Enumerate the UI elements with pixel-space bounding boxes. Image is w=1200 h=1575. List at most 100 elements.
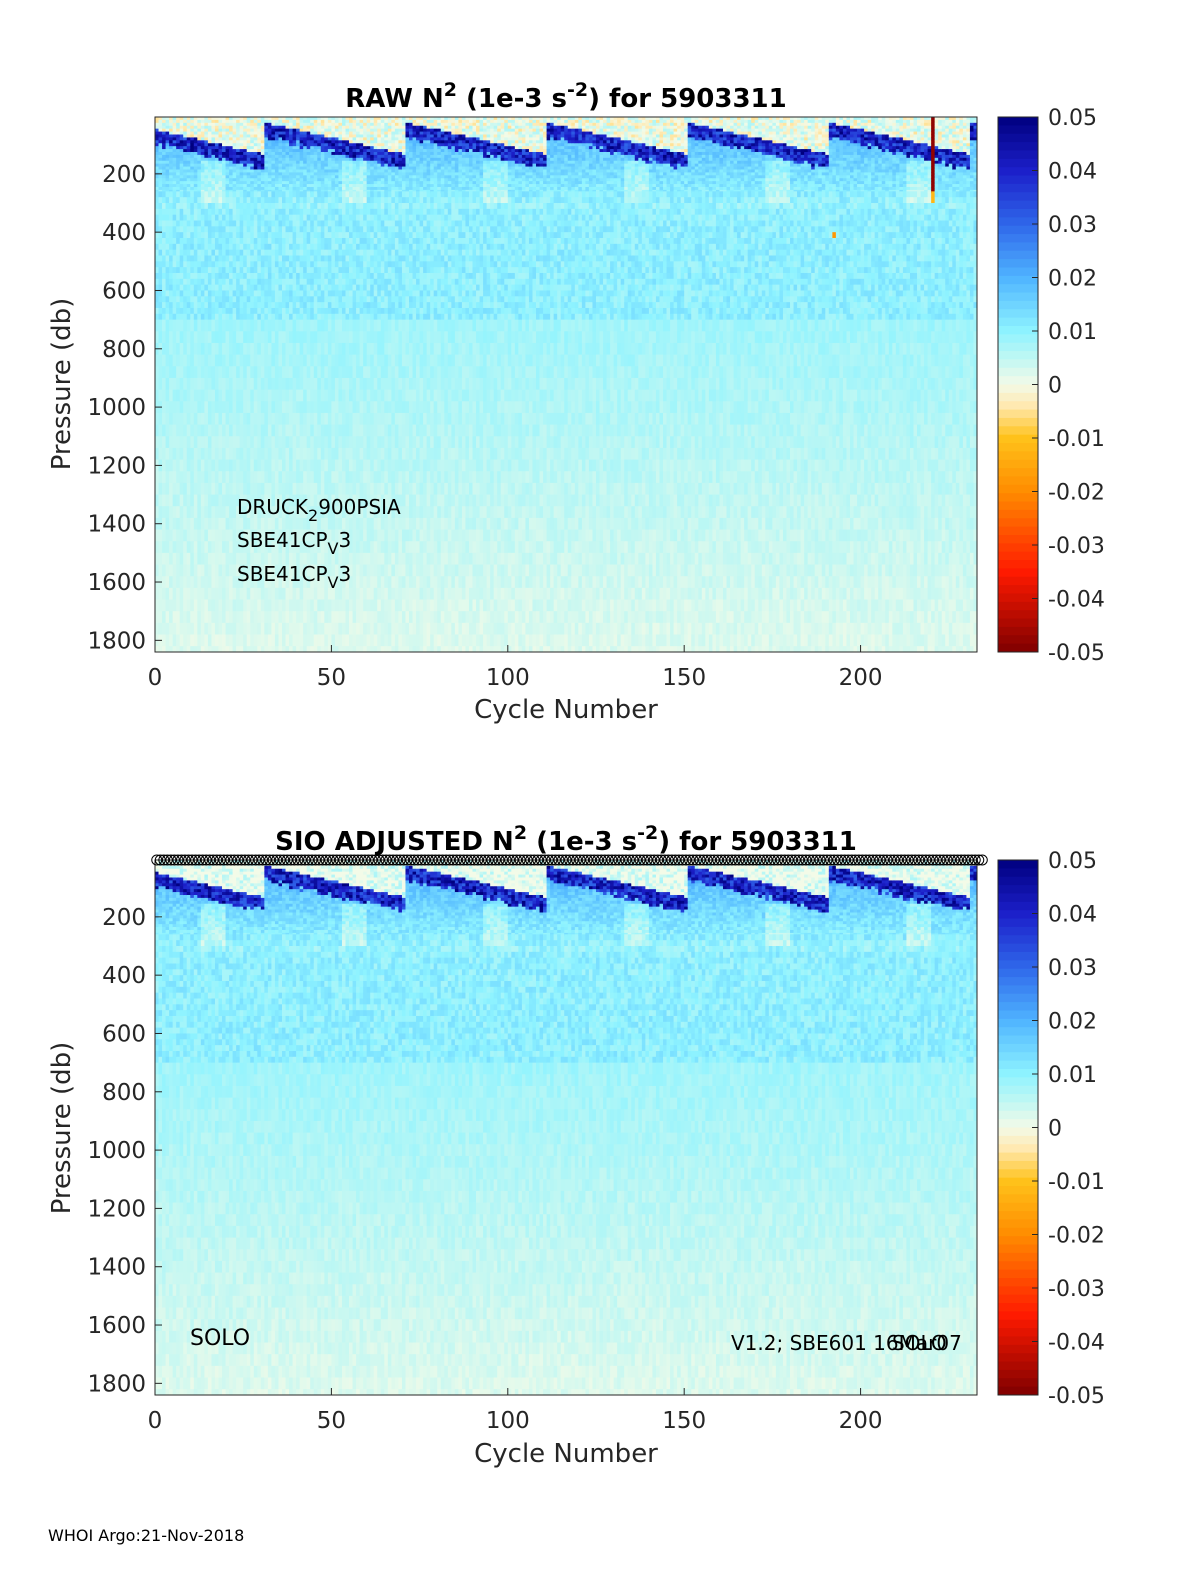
heatmap-cell (218, 119, 223, 124)
heatmap-cell (183, 243, 188, 251)
heatmap-cell (359, 290, 364, 297)
heatmap-cell (296, 232, 301, 239)
heatmap-cell (324, 599, 329, 612)
heatmap-cell (232, 175, 237, 179)
heatmap-cell (260, 529, 265, 542)
heatmap-cell (303, 154, 308, 159)
heatmap-cell (359, 261, 364, 268)
heatmap-cell (380, 506, 385, 519)
heatmap-cell (349, 184, 353, 188)
heatmap-cell (176, 284, 181, 291)
heatmap-cell (193, 151, 198, 156)
heatmap-cell (218, 175, 223, 179)
heatmap-cell (176, 587, 181, 600)
heatmap-cell (186, 646, 191, 653)
heatmap-cell (282, 541, 286, 554)
heatmap-cell (158, 140, 163, 144)
heatmap-cell (155, 255, 159, 262)
heatmap-cell (211, 146, 216, 150)
heatmap-cell (264, 237, 269, 245)
heatmap-cell (289, 506, 293, 519)
heatmap-cell (310, 128, 315, 132)
heatmap-cell (229, 151, 234, 156)
heatmap-cell (373, 208, 378, 216)
heatmap-cell (320, 646, 325, 653)
heatmap-cell (155, 175, 159, 179)
heatmap-cell (172, 154, 177, 159)
heatmap-cell (165, 237, 170, 245)
heatmap-cell (214, 181, 219, 185)
heatmap-cell (186, 232, 191, 239)
heatmap-cell (377, 143, 382, 147)
heatmap-cell (274, 117, 279, 121)
heatmap-cell (299, 157, 304, 162)
heatmap-cell (222, 203, 226, 210)
heatmap-cell (264, 166, 269, 170)
heatmap-cell (310, 366, 315, 379)
heatmap-cell (176, 377, 181, 390)
heatmap-cell (377, 599, 382, 612)
heatmap-cell (239, 237, 244, 245)
heatmap-cell (236, 529, 241, 542)
heatmap-cell (359, 178, 364, 182)
heatmap-cell (274, 122, 279, 127)
heatmap-cell (218, 319, 223, 332)
heatmap-cell (246, 237, 251, 245)
heatmap-cell (349, 471, 353, 484)
heatmap-cell (349, 494, 353, 507)
heatmap-cell (352, 125, 357, 130)
heatmap-cell (239, 576, 244, 589)
heatmap-cell (285, 128, 290, 132)
heatmap-cell (289, 128, 293, 132)
heatmap-cell (243, 181, 248, 185)
heatmap-cell (193, 272, 198, 280)
heatmap-cell (317, 552, 322, 565)
heatmap-cell (282, 128, 286, 132)
heatmap-cell (370, 482, 375, 495)
heatmap-cell (211, 181, 216, 185)
heatmap-cell (239, 143, 244, 147)
heatmap-cell (296, 146, 301, 150)
heatmap-cell (169, 128, 174, 132)
heatmap-cell (377, 184, 382, 188)
heatmap-cell (264, 412, 269, 425)
heatmap-cell (162, 587, 166, 600)
heatmap-cell (313, 302, 318, 309)
heatmap-cell (243, 302, 248, 309)
heatmap-cell (193, 564, 198, 577)
heatmap-cell (176, 169, 181, 173)
heatmap-cell (278, 131, 283, 135)
heatmap-cell (313, 389, 318, 402)
heatmap-cell (253, 494, 258, 507)
heatmap-cell (186, 169, 191, 173)
heatmap-cell (289, 296, 293, 303)
heatmap-cell (373, 366, 378, 379)
heatmap-cell (264, 622, 269, 635)
heatmap-cell (225, 166, 230, 170)
heatmap-cell (239, 599, 244, 612)
heatmap-cell (349, 172, 353, 176)
heatmap-cell (310, 401, 315, 414)
heatmap-cell (211, 331, 216, 344)
heatmap-cell (229, 261, 234, 268)
heatmap-cell (282, 389, 286, 402)
heatmap-cell (165, 529, 170, 542)
heatmap-cell (285, 319, 290, 332)
heatmap-cell (359, 436, 364, 449)
heatmap-cell (207, 255, 212, 262)
heatmap-cell (250, 529, 255, 542)
heatmap-cell (292, 151, 297, 156)
heatmap-cell (296, 137, 301, 141)
heatmap-cell (324, 249, 329, 256)
heatmap-cell (169, 611, 174, 624)
heatmap-cell (155, 140, 159, 144)
heatmap-cell (165, 203, 170, 210)
heatmap-cell (225, 169, 230, 173)
heatmap-cell (363, 181, 368, 185)
heatmap-cell (204, 243, 209, 251)
heatmap-cell (292, 529, 297, 542)
heatmap-cell (373, 220, 378, 227)
heatmap-cell (359, 272, 364, 280)
heatmap-cell (225, 232, 230, 239)
heatmap-cell (162, 342, 166, 356)
